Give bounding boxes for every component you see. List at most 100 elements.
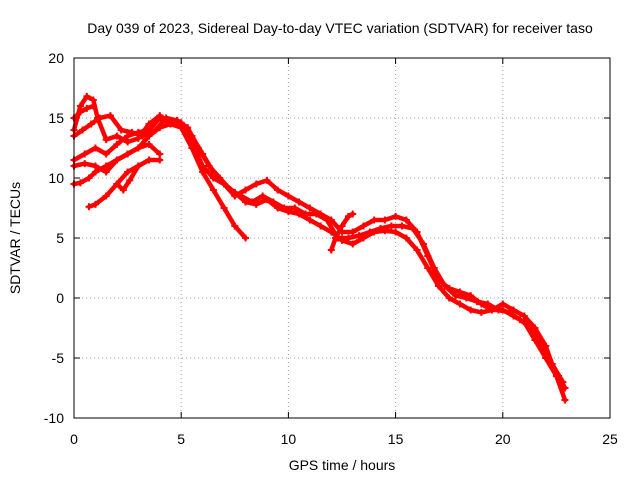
x-tick-label: 20 bbox=[495, 431, 511, 447]
data-point bbox=[96, 114, 104, 122]
data-point bbox=[134, 162, 142, 170]
data-point bbox=[209, 174, 217, 182]
data-point bbox=[124, 150, 132, 158]
data-point bbox=[306, 216, 314, 224]
data-point bbox=[102, 168, 110, 176]
data-point bbox=[124, 138, 132, 146]
data-point bbox=[387, 222, 395, 230]
data-point bbox=[548, 360, 556, 368]
data-point bbox=[510, 306, 518, 314]
data-point bbox=[81, 160, 89, 168]
data-point bbox=[76, 108, 84, 116]
data-point bbox=[124, 132, 132, 140]
data-point bbox=[430, 264, 438, 272]
data-point bbox=[252, 180, 260, 188]
data-point bbox=[156, 114, 164, 122]
data-point bbox=[370, 228, 378, 236]
x-tick-label: 25 bbox=[602, 431, 618, 447]
data-point bbox=[291, 204, 299, 212]
series-track-10 bbox=[542, 342, 569, 392]
y-tick-label: -5 bbox=[52, 350, 65, 366]
data-point bbox=[409, 224, 417, 232]
data-point bbox=[402, 216, 410, 224]
data-point bbox=[124, 168, 132, 176]
data-point bbox=[424, 264, 432, 272]
data-point bbox=[83, 92, 91, 100]
data-point bbox=[113, 132, 121, 140]
series-track-8 bbox=[70, 102, 97, 122]
data-point bbox=[76, 179, 84, 187]
data-point bbox=[419, 240, 427, 248]
data-point bbox=[91, 144, 99, 152]
data-point bbox=[263, 196, 271, 204]
data-point bbox=[188, 132, 196, 140]
data-point bbox=[145, 132, 153, 140]
chart-title: Day 039 of 2023, Sidereal Day-to-day VTE… bbox=[87, 20, 593, 36]
data-point bbox=[456, 300, 464, 308]
data-point bbox=[555, 372, 563, 380]
data-point bbox=[392, 212, 400, 220]
data-point bbox=[402, 234, 410, 242]
data-point bbox=[81, 150, 89, 158]
x-tick-label: 15 bbox=[388, 431, 404, 447]
data-point bbox=[242, 186, 250, 194]
data-point bbox=[145, 156, 153, 164]
data-point bbox=[220, 204, 228, 212]
data-point bbox=[520, 312, 528, 320]
data-point bbox=[516, 316, 524, 324]
data-point bbox=[102, 136, 110, 144]
data-point bbox=[327, 228, 335, 236]
data-point bbox=[531, 324, 539, 332]
data-point bbox=[220, 180, 228, 188]
data-point bbox=[119, 186, 127, 194]
data-point bbox=[317, 222, 325, 230]
series-track-3 bbox=[70, 114, 550, 350]
data-point bbox=[199, 150, 207, 158]
x-tick-label: 5 bbox=[177, 431, 185, 447]
data-point bbox=[295, 210, 303, 218]
data-point bbox=[561, 396, 569, 404]
data-point bbox=[499, 300, 507, 308]
data-point bbox=[209, 186, 217, 194]
data-point bbox=[284, 192, 292, 200]
data-point bbox=[85, 174, 93, 182]
data-point bbox=[274, 186, 282, 194]
data-point bbox=[102, 150, 110, 158]
data-point bbox=[106, 112, 114, 120]
data-point bbox=[370, 216, 378, 224]
y-tick-label: 0 bbox=[56, 290, 64, 306]
data-point bbox=[188, 144, 196, 152]
data-point bbox=[79, 126, 87, 134]
data-point bbox=[156, 156, 164, 164]
series-line bbox=[114, 163, 141, 193]
y-axis-label: SDTVAR / TECUs bbox=[7, 182, 23, 294]
data-point bbox=[332, 234, 340, 242]
data-point bbox=[134, 144, 142, 152]
data-point bbox=[467, 306, 475, 314]
data-point bbox=[344, 212, 352, 220]
data-point bbox=[145, 140, 153, 148]
data-point bbox=[359, 222, 367, 230]
data-point bbox=[462, 294, 470, 302]
data-point bbox=[413, 246, 421, 254]
data-point bbox=[102, 192, 110, 200]
series-track-2 bbox=[70, 112, 567, 386]
data-point bbox=[349, 240, 357, 248]
data-point bbox=[392, 228, 400, 236]
data-point bbox=[338, 222, 346, 230]
data-point bbox=[359, 234, 367, 242]
series-line bbox=[543, 343, 568, 391]
data-point bbox=[209, 168, 217, 176]
data-point bbox=[89, 96, 97, 104]
data-point bbox=[89, 102, 97, 110]
data-point bbox=[113, 140, 121, 148]
data-point bbox=[231, 188, 239, 196]
data-point bbox=[542, 342, 550, 350]
data-point bbox=[87, 120, 95, 128]
series-track-9 bbox=[327, 210, 357, 254]
data-point bbox=[91, 200, 99, 208]
data-point bbox=[126, 176, 134, 184]
series-track-7 bbox=[113, 162, 142, 194]
data-point bbox=[349, 228, 357, 236]
